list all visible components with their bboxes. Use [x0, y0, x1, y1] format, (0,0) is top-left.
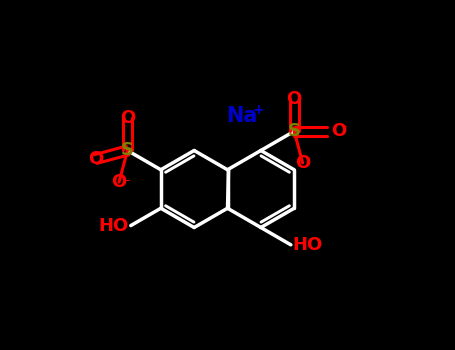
Text: ⁻: ⁻ — [340, 123, 347, 136]
Text: S: S — [121, 141, 134, 160]
Text: O: O — [111, 173, 126, 191]
Text: S: S — [288, 122, 301, 140]
Text: O: O — [287, 90, 302, 107]
Text: ⁻: ⁻ — [124, 177, 130, 190]
Text: +: + — [253, 103, 264, 117]
Text: O: O — [295, 154, 310, 172]
Text: HO: HO — [99, 217, 129, 235]
Text: O: O — [120, 109, 135, 127]
Text: O: O — [88, 150, 103, 168]
Text: Na: Na — [226, 106, 257, 126]
Text: HO: HO — [293, 236, 323, 254]
Text: O: O — [331, 122, 346, 140]
